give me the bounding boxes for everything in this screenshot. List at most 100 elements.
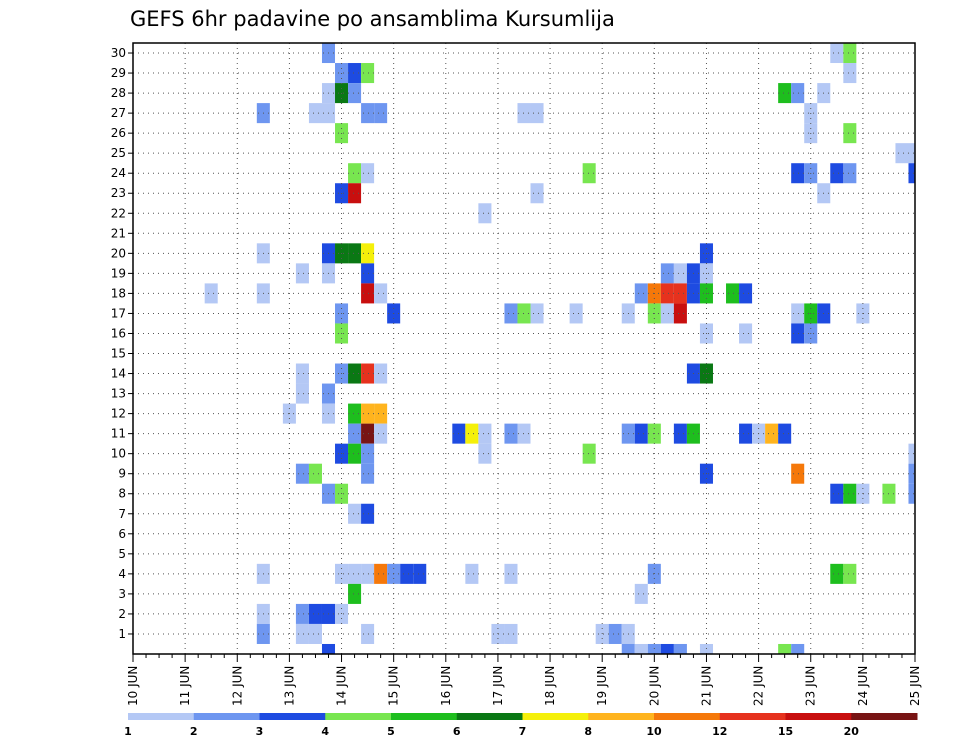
y-tick-label: 10	[111, 447, 126, 461]
heatmap-cell	[778, 83, 792, 104]
heatmap-cell	[295, 463, 309, 484]
y-tick-label: 15	[111, 347, 126, 361]
heatmap-cell	[673, 283, 687, 304]
heatmap-cell	[478, 443, 492, 464]
x-tick-label: 20 JUN	[647, 666, 661, 706]
heatmap-cell	[673, 423, 687, 444]
y-tick-label: 30	[111, 46, 126, 60]
heatmap-cell	[204, 283, 218, 304]
heatmap-cell	[348, 363, 362, 384]
heatmap-cell	[295, 263, 309, 284]
legend-label: 4	[321, 725, 329, 738]
heatmap-cell	[413, 563, 427, 584]
x-tick-label: 10 JUN	[126, 666, 140, 706]
heatmap-cell	[478, 423, 492, 444]
heatmap-cell	[830, 163, 844, 184]
heatmap-cell	[739, 423, 753, 444]
heatmap-cell	[634, 283, 648, 304]
plot-frame	[132, 42, 916, 655]
legend-swatch	[391, 713, 458, 720]
legend-label: 7	[519, 725, 527, 738]
heatmap-cell	[660, 643, 674, 654]
heatmap-cell	[465, 563, 479, 584]
legend-swatch	[456, 713, 523, 720]
heatmap-cell	[348, 163, 362, 184]
legend-swatch	[719, 713, 786, 720]
grid-lines	[133, 43, 915, 654]
legend-swatch	[588, 713, 655, 720]
heatmap-cell	[361, 443, 375, 464]
legend-swatch	[128, 713, 195, 720]
x-tick-label: 11 JUN	[178, 666, 192, 706]
y-tick-label: 19	[111, 266, 126, 280]
heatmap-cell	[361, 163, 375, 184]
heatmap-cell	[504, 623, 518, 644]
heatmap-cell	[830, 43, 844, 64]
heatmap-cell	[374, 563, 388, 584]
legend-label: 10	[646, 725, 662, 738]
y-tick-label: 6	[118, 527, 126, 541]
heatmap-cell	[778, 423, 792, 444]
heatmap-cell	[908, 463, 915, 484]
heatmap-cell	[348, 503, 362, 524]
legend-swatch	[851, 713, 918, 720]
x-tick-label: 24 JUN	[856, 666, 870, 706]
heatmap-cell	[791, 463, 805, 484]
heatmap-cell	[843, 123, 857, 144]
heatmap-cell	[739, 283, 753, 304]
heatmap-cell	[348, 423, 362, 444]
heatmap-cell	[400, 563, 414, 584]
heatmap-cell	[791, 643, 805, 654]
heatmap-cell	[908, 163, 915, 184]
heatmap-cell	[660, 303, 674, 324]
legend-swatch	[522, 713, 589, 720]
y-tick-label: 14	[111, 367, 126, 381]
heatmap-cell	[361, 623, 375, 644]
x-tick-label: 18 JUN	[543, 666, 557, 706]
heatmap-cell	[608, 623, 622, 644]
heatmap-cell	[361, 283, 375, 304]
heatmap-cell	[361, 63, 375, 84]
x-tick-label: 12 JUN	[230, 666, 244, 706]
y-tick-label: 16	[111, 326, 126, 340]
y-tick-label: 4	[118, 567, 126, 581]
x-tick-label: 21 JUN	[699, 666, 713, 706]
heatmap-cell	[843, 63, 857, 84]
heatmap-cell	[361, 463, 375, 484]
legend-swatch	[259, 713, 326, 720]
x-tick-label: 16 JUN	[439, 666, 453, 706]
x-tick-label: 19 JUN	[595, 666, 609, 706]
x-tick-label: 14 JUN	[335, 666, 349, 706]
heatmap-cell	[843, 483, 857, 504]
heatmap-cell	[791, 303, 805, 324]
y-tick-label: 20	[111, 246, 126, 260]
heatmap-cell	[673, 263, 687, 284]
heatmap-cell	[530, 103, 544, 124]
y-tick-label: 27	[111, 106, 126, 120]
y-tick-label: 1	[118, 627, 126, 641]
heatmap-cell	[295, 383, 309, 404]
heatmap-cell	[361, 263, 375, 284]
heatmap-cell	[908, 143, 915, 164]
y-tick-label: 18	[111, 286, 126, 300]
heatmap-cell	[908, 483, 915, 504]
heatmap-cell	[374, 363, 388, 384]
legend-swatch	[785, 713, 852, 720]
heatmap-cell	[348, 63, 362, 84]
heatmap-cell	[348, 403, 362, 424]
heatmap-cell	[843, 43, 857, 64]
y-tick-label: 5	[118, 547, 126, 561]
legend-label: 20	[844, 725, 860, 738]
heatmap-cell	[582, 163, 596, 184]
y-tick-label: 17	[111, 306, 126, 320]
heatmap-cell	[308, 603, 322, 624]
x-tick-label: 25 JUN	[908, 666, 922, 706]
heatmap-cell	[374, 423, 388, 444]
heatmap-cell	[830, 483, 844, 504]
legend-label: 3	[256, 725, 264, 738]
heatmap-cell	[726, 283, 740, 304]
heatmap-cell	[673, 303, 687, 324]
heatmap-cell	[739, 323, 753, 344]
heatmap-cell	[361, 503, 375, 524]
x-tick-label: 22 JUN	[752, 666, 766, 706]
